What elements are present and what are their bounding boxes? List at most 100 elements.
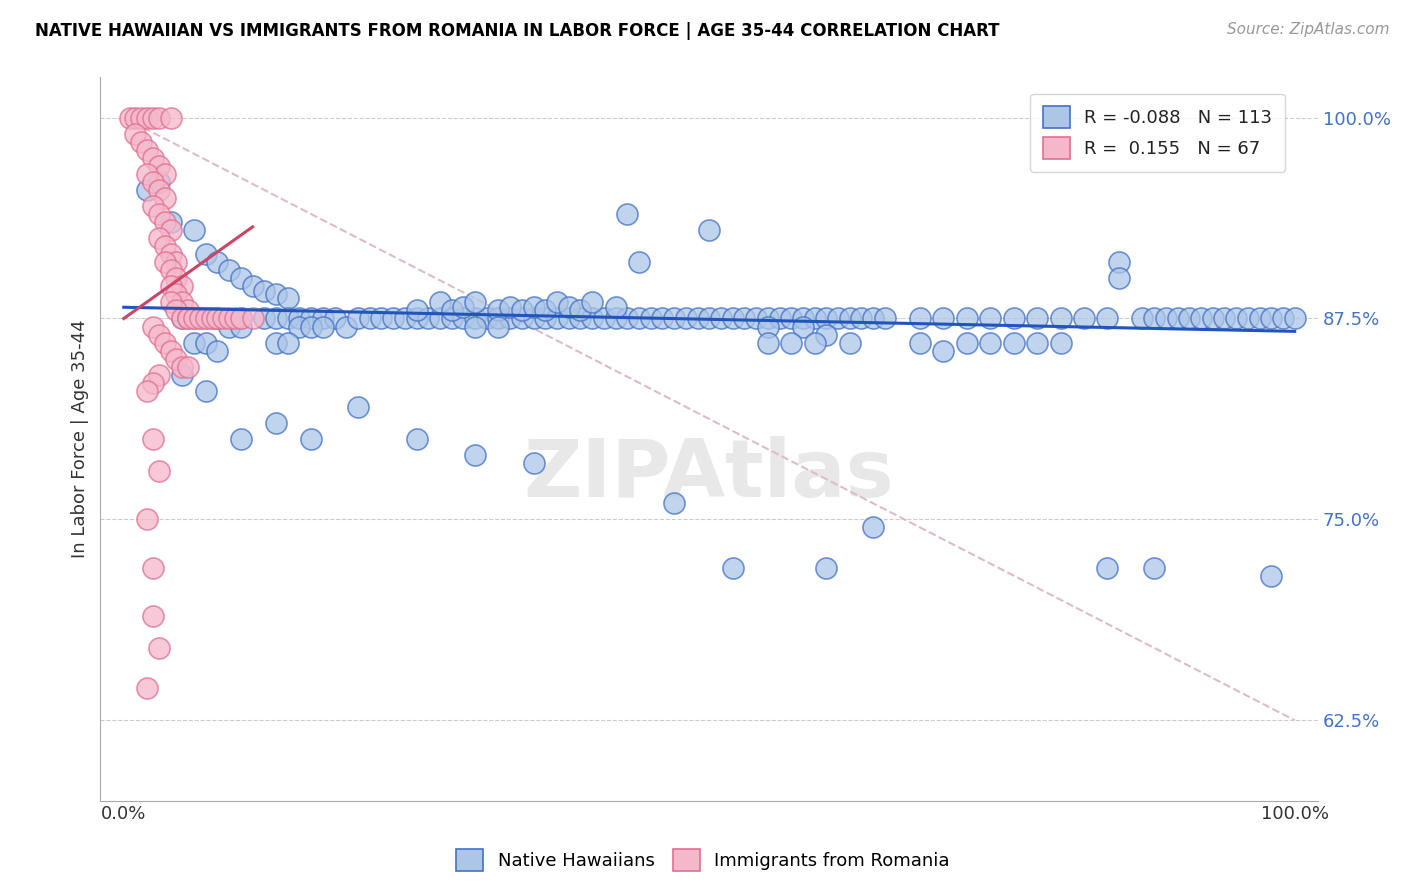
Point	[851, 311, 873, 326]
Legend: Native Hawaiians, Immigrants from Romania: Native Hawaiians, Immigrants from Romani…	[449, 842, 957, 879]
Point	[780, 311, 803, 326]
Point	[651, 311, 673, 326]
Point	[148, 111, 170, 125]
Point	[510, 311, 533, 326]
Point	[429, 311, 451, 326]
Point	[148, 159, 170, 173]
Point	[153, 191, 176, 205]
Point	[264, 311, 287, 326]
Point	[277, 311, 299, 326]
Point	[172, 368, 194, 382]
Point	[523, 311, 546, 326]
Point	[153, 335, 176, 350]
Point	[605, 300, 627, 314]
Point	[1260, 568, 1282, 582]
Point	[488, 319, 510, 334]
Point	[733, 311, 755, 326]
Point	[159, 247, 181, 261]
Text: Source: ZipAtlas.com: Source: ZipAtlas.com	[1226, 22, 1389, 37]
Point	[640, 311, 662, 326]
Point	[153, 255, 176, 269]
Point	[148, 175, 170, 189]
Point	[153, 239, 176, 253]
Point	[534, 311, 557, 326]
Point	[177, 311, 200, 326]
Point	[172, 295, 194, 310]
Point	[242, 279, 264, 293]
Point	[908, 311, 931, 326]
Point	[136, 681, 159, 695]
Point	[159, 343, 181, 358]
Point	[136, 143, 159, 157]
Point	[229, 311, 252, 326]
Point	[142, 376, 165, 390]
Point	[1026, 311, 1049, 326]
Point	[218, 311, 240, 326]
Point	[323, 311, 346, 326]
Point	[534, 303, 557, 318]
Point	[873, 311, 896, 326]
Point	[153, 215, 176, 229]
Point	[523, 456, 546, 470]
Point	[686, 311, 709, 326]
Point	[756, 319, 779, 334]
Point	[1178, 311, 1201, 326]
Point	[616, 311, 638, 326]
Point	[1108, 255, 1130, 269]
Point	[159, 111, 181, 125]
Point	[488, 311, 510, 326]
Point	[142, 199, 165, 213]
Point	[697, 311, 720, 326]
Point	[1284, 311, 1306, 326]
Point	[464, 448, 486, 462]
Point	[200, 311, 222, 326]
Point	[616, 207, 638, 221]
Point	[124, 111, 146, 125]
Point	[803, 335, 825, 350]
Point	[1260, 311, 1282, 326]
Point	[662, 311, 685, 326]
Point	[956, 311, 979, 326]
Point	[1213, 311, 1236, 326]
Point	[1073, 311, 1095, 326]
Point	[264, 287, 287, 301]
Point	[488, 303, 510, 318]
Point	[1132, 311, 1154, 326]
Point	[979, 335, 1001, 350]
Point	[1108, 271, 1130, 285]
Point	[768, 311, 790, 326]
Point	[299, 432, 322, 446]
Point	[218, 263, 240, 277]
Point	[177, 359, 200, 374]
Point	[159, 263, 181, 277]
Point	[827, 311, 849, 326]
Point	[1097, 311, 1119, 326]
Point	[382, 311, 405, 326]
Point	[745, 311, 768, 326]
Point	[288, 319, 311, 334]
Point	[194, 335, 217, 350]
Point	[370, 311, 392, 326]
Point	[815, 327, 838, 342]
Point	[166, 287, 188, 301]
Point	[229, 271, 252, 285]
Point	[148, 231, 170, 245]
Point	[229, 311, 252, 326]
Point	[172, 311, 194, 326]
Point	[1049, 311, 1071, 326]
Point	[194, 384, 217, 398]
Point	[148, 464, 170, 478]
Point	[207, 311, 229, 326]
Point	[218, 319, 240, 334]
Point	[792, 311, 814, 326]
Point	[194, 311, 217, 326]
Point	[1026, 335, 1049, 350]
Point	[229, 319, 252, 334]
Point	[932, 311, 955, 326]
Point	[1143, 560, 1166, 574]
Point	[172, 359, 194, 374]
Point	[153, 167, 176, 181]
Point	[546, 295, 568, 310]
Point	[136, 512, 159, 526]
Point	[956, 335, 979, 350]
